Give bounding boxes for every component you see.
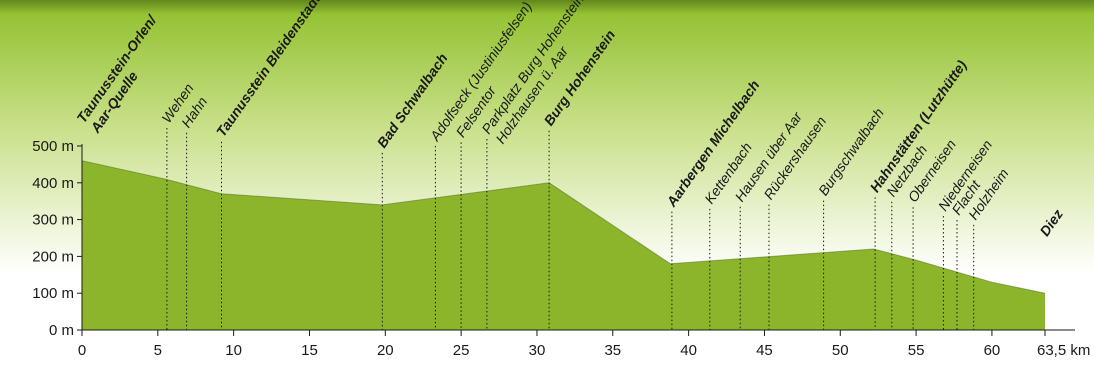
x-tick-label-40: 40 (680, 342, 697, 359)
x-tick-label-55: 55 (908, 342, 925, 359)
y-tick-label-300: 300 m (32, 212, 74, 229)
x-tick-label-25: 25 (453, 342, 470, 359)
x-tick-label-30: 30 (529, 342, 546, 359)
top-shadow-band (0, 0, 1094, 14)
x-tick-label-0: 0 (78, 342, 86, 359)
x-tick-label-35: 35 (604, 342, 621, 359)
y-tick-label-100: 100 m (32, 285, 74, 302)
x-tick-label-50: 50 (832, 342, 849, 359)
y-tick-label-0: 0 m (49, 322, 74, 339)
x-tick-label-20: 20 (377, 342, 394, 359)
x-tick-label-15: 15 (301, 342, 318, 359)
y-tick-label-500: 500 m (32, 138, 74, 155)
x-tick-label-5: 5 (154, 342, 162, 359)
x-tick-label-45: 45 (756, 342, 773, 359)
x-tick-label-63-5: 63,5 km (1037, 342, 1090, 359)
x-tick-label-10: 10 (225, 342, 242, 359)
y-tick-label-200: 200 m (32, 248, 74, 265)
x-tick-label-60: 60 (984, 342, 1001, 359)
elevation-profile-line (81, 160, 1046, 294)
y-tick-label-400: 400 m (32, 175, 74, 192)
elevation-area (82, 160, 1045, 330)
